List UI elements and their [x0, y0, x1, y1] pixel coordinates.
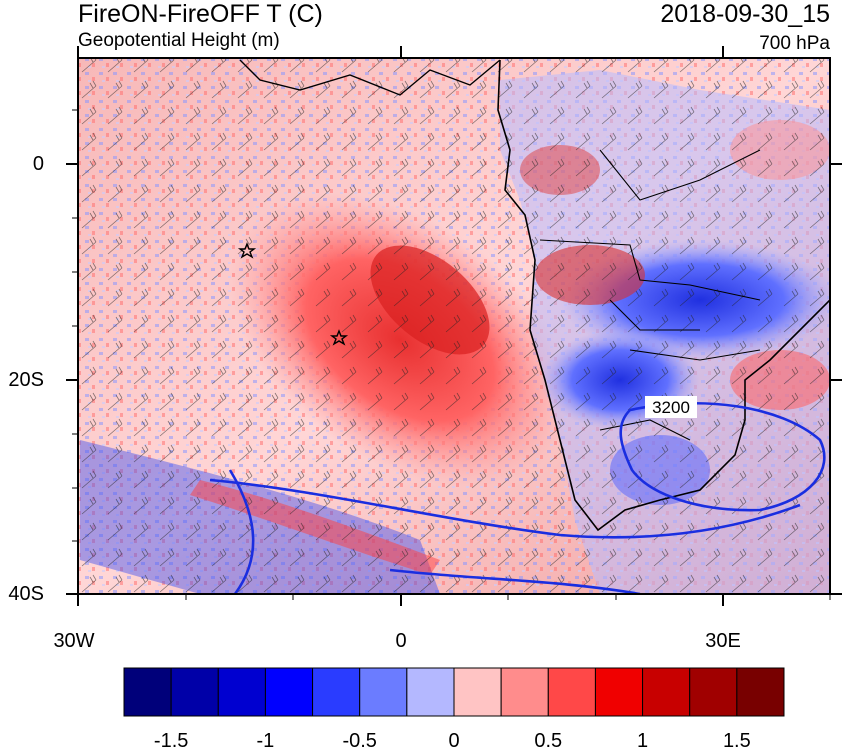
colorbar-tick-label: 1 — [637, 730, 649, 752]
colorbar-tick-label: -1 — [256, 730, 275, 752]
colorbar-swatch — [547, 667, 596, 717]
colorbar-swatch — [312, 667, 361, 717]
colorbar-tick-label: -0.5 — [342, 730, 377, 752]
colorbar — [123, 667, 785, 717]
colorbar-swatch — [264, 667, 314, 717]
pressure-level: 700 hPa — [759, 33, 830, 54]
y-tick-label: 20S — [8, 369, 44, 391]
temperature-difference-field — [78, 58, 830, 594]
x-tick-label: 0 — [395, 630, 407, 652]
axis-ticks — [66, 46, 842, 606]
x-tick-label: 30E — [705, 630, 741, 652]
colorbar-swatch — [594, 667, 644, 717]
colorbar-swatch — [123, 667, 172, 717]
star-marker-1 — [237, 242, 257, 259]
colorbar-swatch — [689, 667, 738, 717]
colorbar-swatch — [170, 667, 219, 717]
colorbar-tick-label: 0.5 — [534, 730, 563, 752]
x-tick-label: 30W — [53, 630, 95, 652]
colorbar-tick-label: -1.5 — [153, 730, 189, 752]
colorbar-tick-label: 1.5 — [722, 730, 751, 752]
colorbar-swatch — [736, 667, 785, 717]
contour-label: 3200 — [652, 398, 690, 417]
y-tick-label: 40S — [8, 583, 44, 605]
valid-time: 2018-09-30_15 — [660, 0, 830, 28]
colorbar-swatch — [642, 667, 691, 717]
colorbar-swatch — [359, 667, 408, 717]
colorbar-swatch — [453, 667, 502, 717]
colorbar-swatch — [406, 667, 455, 717]
minor-ticks — [72, 109, 831, 600]
contour-label-box — [645, 396, 697, 418]
y-tick-label: 0 — [32, 153, 44, 175]
plot-title: FireON-FireOFF T (C) — [78, 0, 323, 28]
star-marker-2 — [329, 329, 349, 346]
plot-subtitle: Geopotential Height (m) — [78, 30, 280, 51]
colorbar-swatch — [217, 667, 266, 717]
colorbar-swatch — [500, 667, 549, 717]
colorbar-tick-label: 0 — [448, 730, 460, 752]
